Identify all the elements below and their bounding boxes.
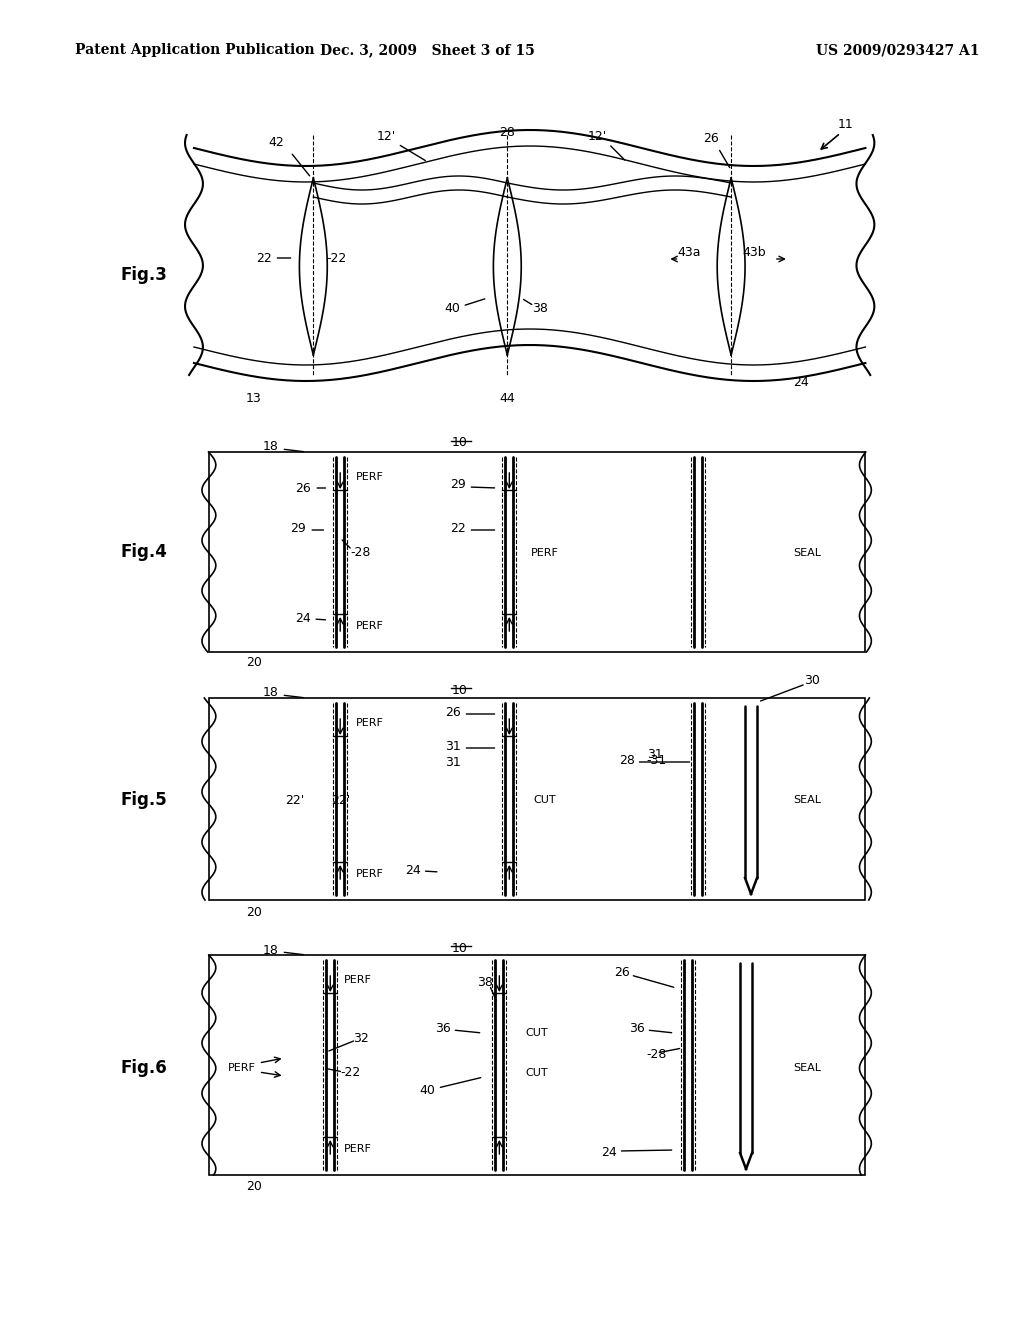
Bar	[209, 698, 865, 900]
Text: 20: 20	[246, 906, 261, 919]
Text: PERF: PERF	[356, 718, 384, 729]
Text: 29: 29	[291, 521, 306, 535]
Text: 22': 22'	[332, 793, 351, 807]
Text: 24: 24	[601, 1146, 616, 1159]
Text: SEAL: SEAL	[794, 1063, 821, 1073]
Text: -22: -22	[340, 1067, 360, 1080]
Text: PERF: PERF	[531, 548, 559, 558]
Text: Patent Application Publication: Patent Application Publication	[75, 44, 314, 57]
Text: 40: 40	[444, 301, 461, 314]
Text: 26: 26	[703, 132, 719, 144]
Text: 30: 30	[804, 675, 819, 688]
Text: PERF: PERF	[344, 975, 372, 985]
Text: 28: 28	[500, 127, 515, 140]
Text: 18: 18	[262, 944, 279, 957]
Text: CUT: CUT	[526, 1028, 549, 1038]
Text: 26: 26	[444, 705, 461, 718]
Text: 36: 36	[435, 1022, 451, 1035]
Text: 29: 29	[450, 479, 466, 491]
Bar	[209, 954, 865, 1175]
Text: SEAL: SEAL	[794, 548, 821, 558]
Text: Fig.4: Fig.4	[121, 543, 168, 561]
Text: -22: -22	[326, 252, 346, 264]
Text: 22': 22'	[285, 793, 304, 807]
Text: 18: 18	[262, 441, 279, 454]
Text: 10: 10	[452, 941, 468, 954]
Text: 31: 31	[444, 755, 461, 768]
Text: Fig.6: Fig.6	[121, 1059, 168, 1077]
Text: Fig.5: Fig.5	[121, 791, 168, 809]
Text: 24: 24	[404, 863, 421, 876]
Text: 42: 42	[268, 136, 285, 149]
Text: 18: 18	[262, 686, 279, 700]
Text: 44: 44	[500, 392, 515, 404]
Text: SEAL: SEAL	[794, 795, 821, 805]
Text: 10: 10	[452, 437, 468, 450]
Bar	[209, 451, 865, 652]
Text: 22: 22	[450, 521, 466, 535]
Text: 26: 26	[296, 482, 311, 495]
Text: 11: 11	[838, 119, 853, 132]
Text: PERF: PERF	[356, 620, 384, 631]
Text: 36: 36	[629, 1022, 644, 1035]
Text: -31: -31	[646, 754, 667, 767]
Text: 12': 12'	[587, 131, 606, 144]
Text: US 2009/0293427 A1: US 2009/0293427 A1	[816, 44, 979, 57]
Text: 38: 38	[532, 301, 548, 314]
Text: -28: -28	[350, 546, 371, 560]
Text: 26: 26	[613, 966, 630, 979]
Text: 20: 20	[246, 656, 261, 669]
Text: 22: 22	[256, 252, 271, 264]
Text: 28: 28	[618, 754, 635, 767]
Text: 13: 13	[246, 392, 261, 404]
Text: PERF: PERF	[356, 869, 384, 879]
Text: PERF: PERF	[344, 1144, 372, 1154]
Text: 40: 40	[420, 1084, 435, 1097]
Text: 43a: 43a	[678, 247, 701, 260]
Text: Dec. 3, 2009   Sheet 3 of 15: Dec. 3, 2009 Sheet 3 of 15	[321, 44, 536, 57]
Text: -28: -28	[646, 1048, 667, 1061]
Text: CUT: CUT	[534, 795, 556, 805]
Text: 32: 32	[353, 1031, 369, 1044]
Text: 24: 24	[793, 376, 809, 389]
Text: PERF: PERF	[356, 473, 384, 482]
Text: 38: 38	[477, 975, 494, 989]
Text: PERF: PERF	[227, 1063, 256, 1073]
Text: 43b: 43b	[742, 247, 766, 260]
Text: 12': 12'	[377, 131, 395, 144]
Text: 31: 31	[444, 739, 461, 752]
Text: 20: 20	[246, 1180, 261, 1192]
Text: 31: 31	[646, 748, 663, 762]
Text: 10: 10	[452, 684, 468, 697]
Text: 24: 24	[296, 611, 311, 624]
Text: CUT: CUT	[526, 1068, 549, 1078]
Text: Fig.3: Fig.3	[121, 267, 168, 284]
